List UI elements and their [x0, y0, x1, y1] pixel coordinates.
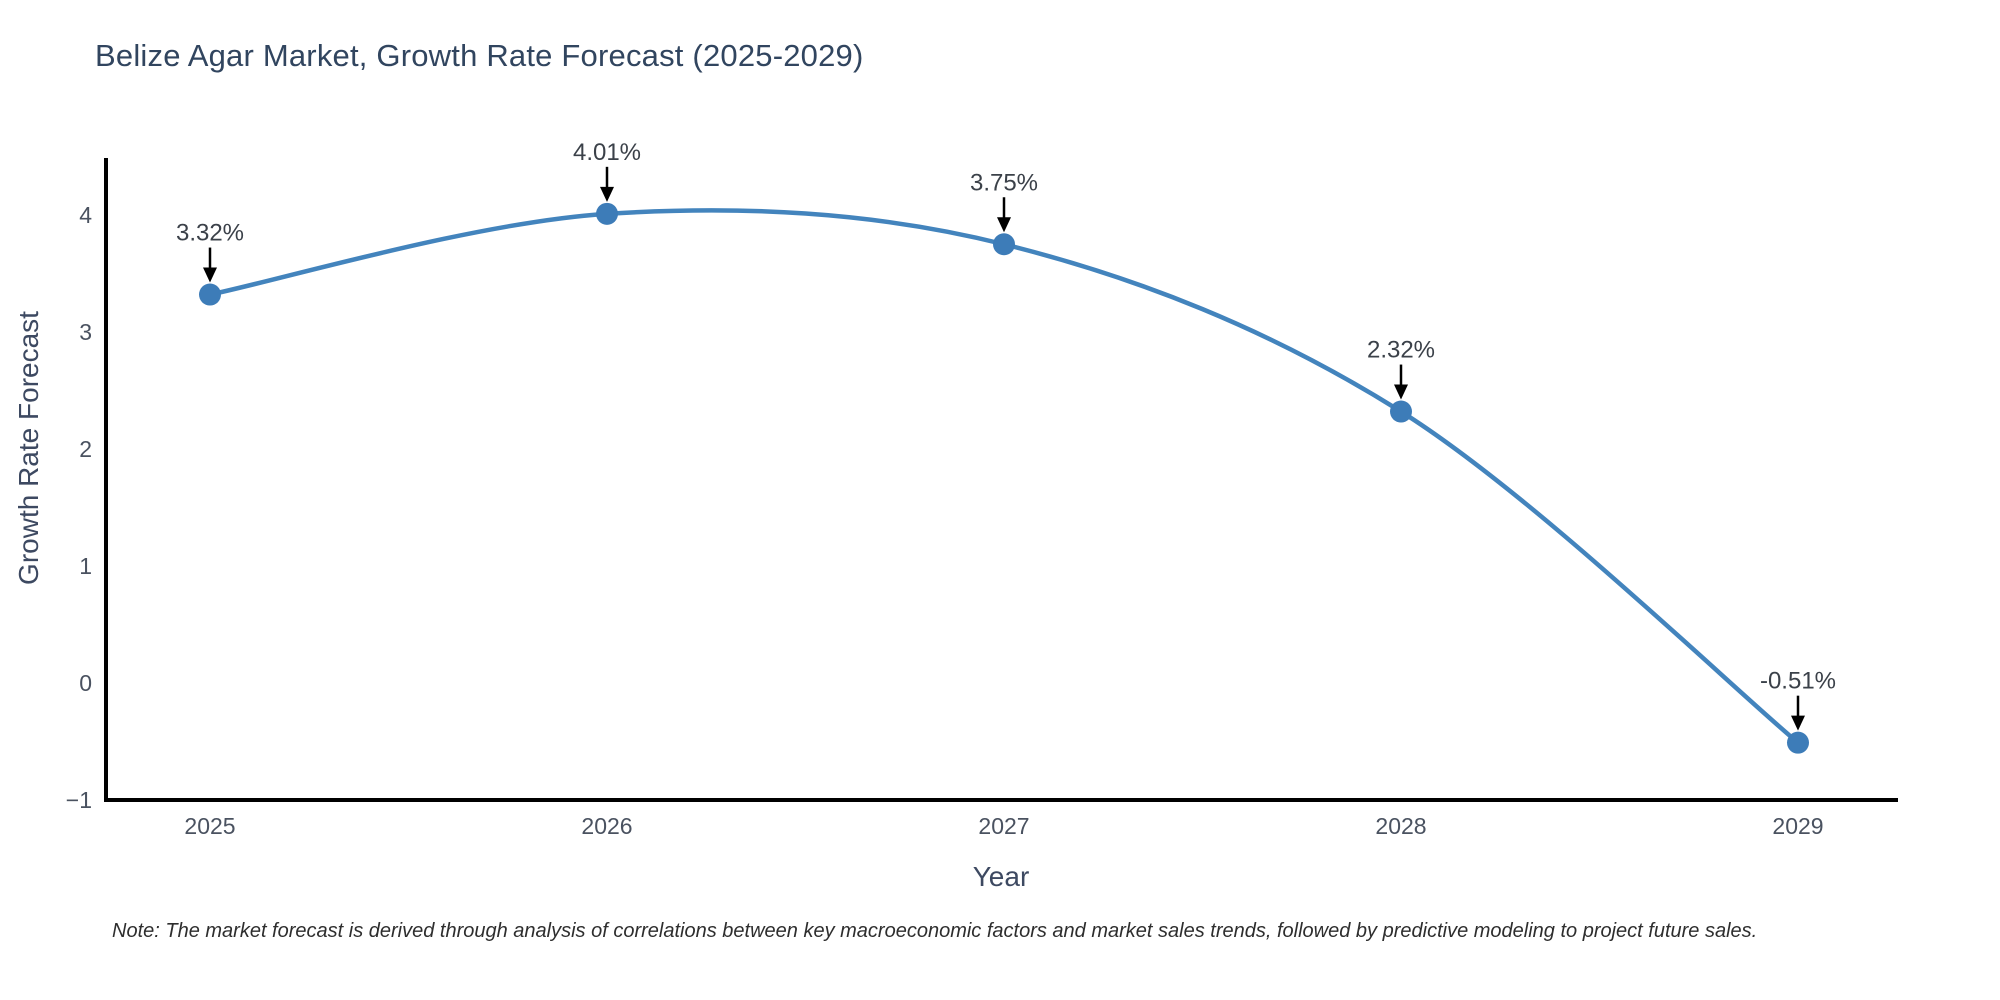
point-value-label: 4.01%: [573, 139, 641, 166]
x-tick-label: 2025: [184, 813, 235, 839]
y-axis-title: Growth Rate Forecast: [13, 311, 44, 585]
point-value-label: -0.51%: [1760, 668, 1836, 695]
y-tick-label: −1: [66, 787, 92, 813]
forecast-line: [209, 208, 1800, 745]
chart-title: Belize Agar Market, Growth Rate Forecast…: [95, 38, 864, 73]
data-point-2027: [993, 233, 1015, 256]
x-tick-label: 2028: [1375, 813, 1426, 839]
point-value-label: 3.75%: [970, 169, 1038, 196]
y-tick-label: 2: [79, 436, 92, 462]
chart-note: Note: The market forecast is derived thr…: [112, 920, 1758, 942]
data-point-2028: [1390, 400, 1412, 423]
annotation-arrow-head: [1791, 715, 1805, 731]
annotation-layer: 3.32% 4.01% 3.75% 2.32% -0.51%: [176, 139, 1836, 731]
x-tick-label: 2027: [978, 813, 1029, 839]
y-tick-label: 3: [79, 319, 92, 345]
y-tick-label: 4: [79, 202, 92, 228]
y-tick-label: 0: [79, 670, 92, 696]
annotation-arrow-head: [1394, 384, 1408, 400]
data-point-2029: [1787, 731, 1809, 754]
annotation-arrow-head: [600, 186, 614, 202]
data-point-2026: [596, 202, 618, 225]
x-tick-label: 2026: [581, 813, 632, 839]
point-value-label: 3.32%: [176, 220, 244, 247]
point-value-label: 2.32%: [1367, 337, 1435, 364]
x-tick-label: 2029: [1772, 813, 1823, 839]
series-layer: [199, 202, 1809, 754]
y-tick-label: 1: [79, 553, 92, 579]
x-axis-title: Year: [973, 861, 1030, 892]
tick-layer: −1 0 1 2 3 4 2025 2026 2027 2028 2029: [66, 202, 1824, 839]
data-point-2025: [199, 283, 221, 306]
annotation-arrow-head: [997, 217, 1011, 233]
annotation-arrow-head: [203, 267, 217, 283]
